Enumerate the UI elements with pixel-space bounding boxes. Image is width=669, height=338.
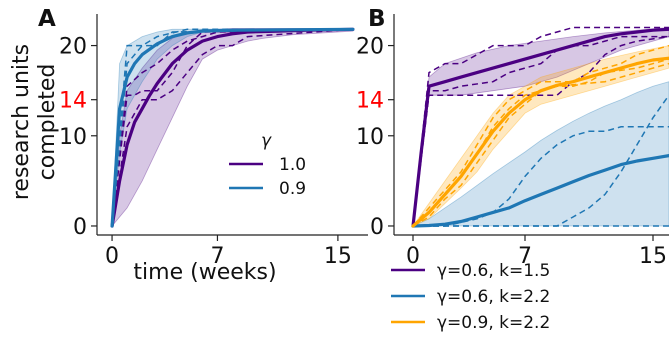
- x-tick-label: 0: [406, 244, 420, 269]
- y-tick-label: 10: [59, 125, 87, 150]
- panel-b-series-3-sample-1: [412, 44, 669, 227]
- legend-entry-label: 0.9: [279, 179, 306, 199]
- panel-a-series-1-sample-3: [111, 28, 353, 227]
- panel-label-b: B: [368, 6, 386, 32]
- panel-a-series-2-mean-line: [110, 27, 355, 228]
- panel-b-mean-lines: [411, 27, 669, 228]
- panel-b-legend: γ=0.6, k=1.5 γ=0.6, k=2.2 γ=0.9, k=2.2: [391, 261, 550, 333]
- panel-a-series-1-band: [111, 27, 354, 228]
- panel-a-confidence-bands: [111, 27, 354, 228]
- panel-a-legend: γ 1.0 0.9: [229, 131, 306, 199]
- y-tick-label: 20: [356, 35, 384, 60]
- panel-b-series-2-sample-2: [413, 126, 669, 227]
- panel-b-series-1-mean-line: [411, 27, 669, 228]
- x-tick-label: 15: [639, 244, 667, 269]
- y-tick-label: 0: [73, 215, 87, 240]
- y-axis-label-line-1: research units: [9, 44, 34, 200]
- legend-title: γ: [261, 131, 272, 151]
- panel-b-series-2-sample-3: [413, 94, 669, 227]
- panel-b-sample-runs: [412, 26, 669, 227]
- panel-b-ticks: 0 7 15 0 10 14 20: [356, 35, 667, 269]
- panel-b-series-2-band: [412, 81, 669, 227]
- panel-a-series-1-sample-1: [111, 28, 353, 227]
- y-tick-label-highlight: 14: [356, 89, 384, 114]
- x-tick-label: 7: [518, 244, 532, 269]
- panel-b-series-1-sample-2: [412, 35, 669, 227]
- panel-b-series-1-sample-1: [412, 26, 669, 227]
- y-tick-label: 20: [59, 35, 87, 60]
- x-tick-label: 7: [210, 244, 224, 269]
- y-axis-label-line-2: completed: [35, 64, 60, 181]
- y-tick-label-highlight: 14: [59, 89, 87, 114]
- panel-b-series-3-mean-line: [411, 56, 669, 228]
- panel-a-axes: [96, 14, 368, 236]
- panel-a-mean-lines: [110, 27, 355, 228]
- panel-a-ticks: 0 7 15 0 10 14 20: [59, 35, 352, 269]
- panel-b-series-1-sample-3: [412, 35, 669, 227]
- legend-entry-label: γ=0.6, k=1.5: [437, 261, 550, 281]
- legend-entry-label: γ=0.9, k=2.2: [437, 313, 550, 333]
- panel-a: A 0 7 15 0 10 14 20 time (weeks) research unit…: [9, 6, 368, 285]
- panel-label-a: A: [38, 6, 56, 32]
- legend-entry-label: 1.0: [279, 155, 306, 175]
- panel-a-series-1-sample-2: [111, 28, 353, 227]
- x-axis-label: time (weeks): [133, 260, 276, 285]
- panel-b-series-2-mean-line: [411, 154, 669, 228]
- y-tick-label: 10: [356, 125, 384, 150]
- y-axis-label: research units completed: [9, 44, 60, 200]
- y-tick-label: 0: [370, 215, 384, 240]
- legend-entry-label: γ=0.6, k=2.2: [437, 287, 550, 307]
- x-tick-label: 0: [105, 244, 119, 269]
- x-tick-label: 15: [324, 244, 352, 269]
- panel-b-axes: [393, 14, 669, 236]
